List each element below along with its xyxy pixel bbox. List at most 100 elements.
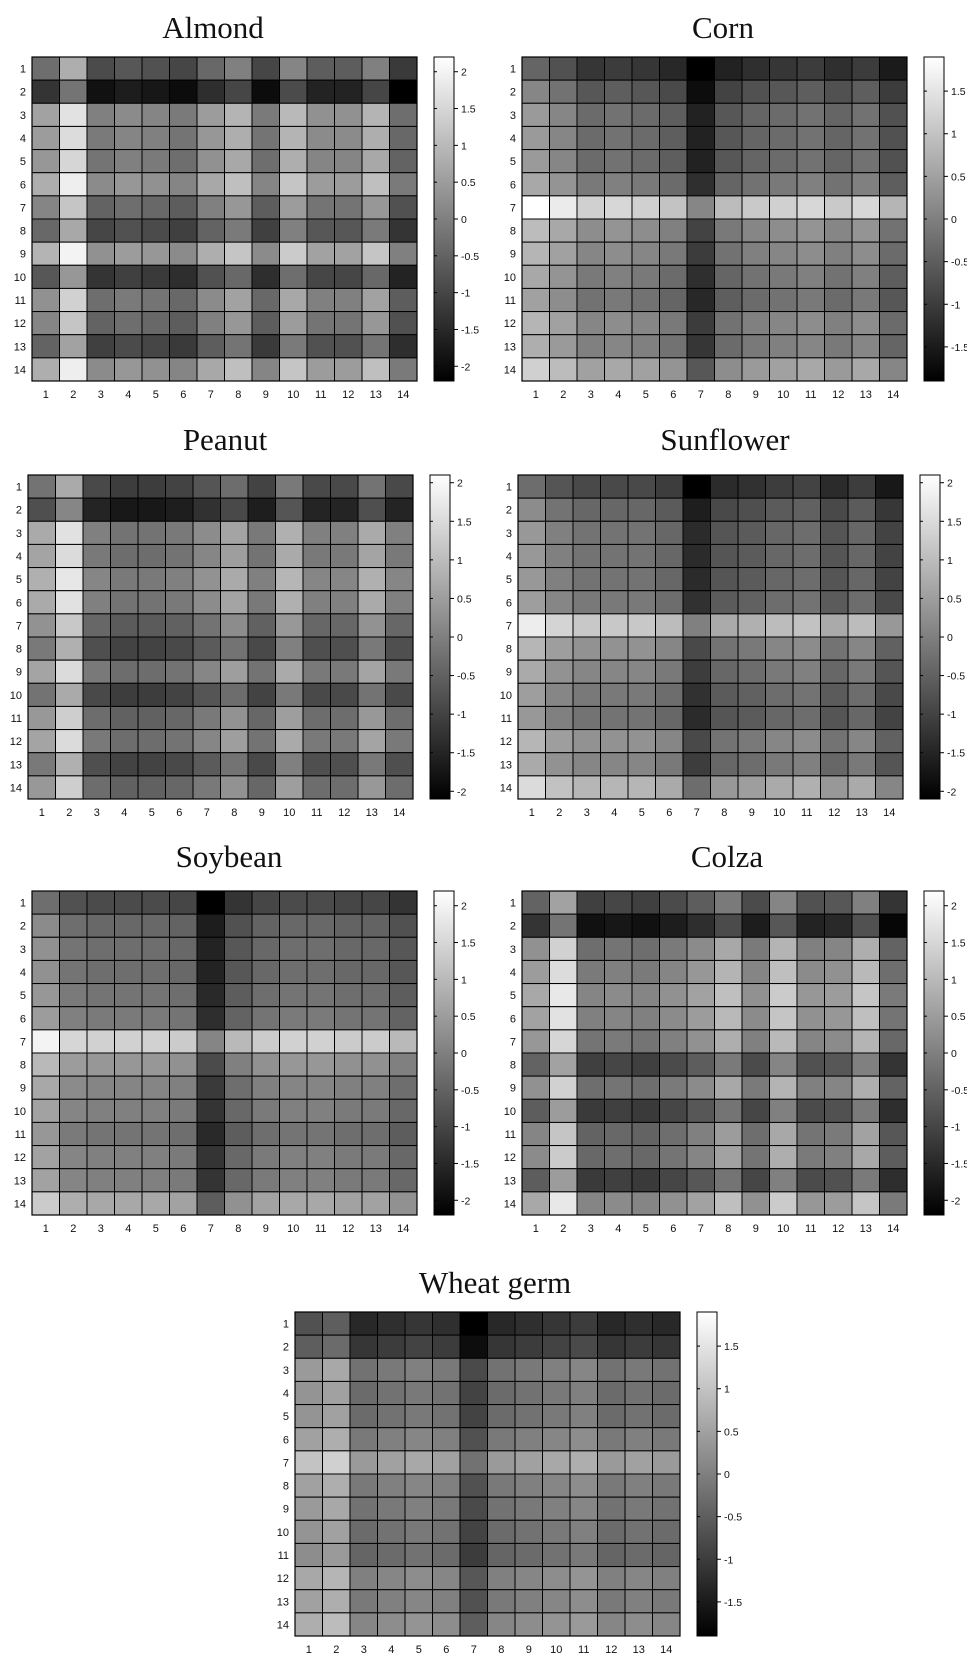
heatmap-cell [357,705,386,731]
heatmap-cell [55,705,84,731]
heatmap-cell [247,682,276,707]
heatmap-cell [714,913,743,938]
heatmap-cell [765,474,794,499]
x-tick-label: 11 [805,389,816,401]
heatmap-cell [796,334,825,359]
colorbar-tick-label: 2 [951,901,957,913]
heatmap-cell [389,241,418,266]
heatmap-cell [385,775,414,800]
heatmap-cell [820,752,849,777]
heatmap-cell [769,1052,798,1077]
y-tick-label: 10 [14,272,26,284]
heatmap-cell [655,659,684,684]
heatmap-cell [847,682,876,707]
heatmap-cell [224,1052,253,1077]
heatmap-cell [459,1357,488,1382]
heatmap-cell [361,1191,390,1216]
heatmap-cell [682,705,711,731]
heatmap-cell [86,79,115,104]
heatmap-cell [741,125,770,151]
heatmap-cell [357,520,386,545]
heatmap-cell [576,218,605,243]
heatmap-cell [686,1145,715,1170]
heatmap-cell [86,218,115,243]
heatmap-cell [569,1589,598,1614]
heatmap-cell [659,1145,688,1170]
heatmap-cell [114,1006,143,1031]
heatmap-cell [349,1589,378,1614]
heatmap-cell [542,1519,571,1544]
heatmap-cell [514,1566,543,1591]
heatmap-cell [86,264,115,289]
heatmap-cell [86,936,115,961]
heatmap-cell [517,729,546,754]
heatmap-cell [361,172,390,197]
heatmap-cell [624,1311,653,1336]
heatmap-cell [737,613,766,638]
heatmap-cell [521,1029,550,1054]
colorbar-tick-label: -1.5 [951,342,967,354]
heatmap-cell [545,775,574,800]
heatmap-cell [224,149,253,174]
heatmap-cell [141,1075,170,1100]
heatmap-cell [165,613,194,638]
heatmap-cell [279,983,308,1008]
heatmap-cell [31,125,60,151]
heatmap-cell [851,1075,880,1100]
heatmap-cell [545,497,574,522]
heatmap-cell [655,543,684,569]
heatmap-cell [251,1052,280,1077]
heatmap-cell [879,1191,908,1216]
heatmap-cell [714,79,743,104]
heatmap-cell [349,1357,378,1382]
heatmap-cell [737,682,766,707]
heatmap-cell [322,1542,351,1568]
heatmap-cell [141,149,170,174]
heatmap-cell [514,1496,543,1521]
heatmap-cell [361,1145,390,1170]
heatmap-cell [600,613,629,638]
heatmap-cell [459,1566,488,1591]
heatmap-cell [820,520,849,545]
heatmap-cell [847,659,876,684]
heatmap-cell [847,705,876,731]
heatmap-cell [302,659,331,684]
heatmap-cell [306,983,335,1008]
heatmap-cell [714,334,743,359]
heatmap-cell [169,79,198,104]
heatmap-cell [769,102,798,127]
colorbar-tick-label: -1.5 [461,1158,479,1170]
heatmap-cell [737,752,766,777]
heatmap-cell [224,1145,253,1170]
heatmap-cell [31,357,60,382]
heatmap-cell [796,1168,825,1193]
heatmap-cell [572,659,601,684]
heatmap-cell [824,79,853,104]
heatmap-cell [59,241,88,266]
heatmap-cell [659,357,688,382]
heatmap-cell [576,1121,605,1147]
heatmap-cell [389,334,418,359]
y-tick-label: 13 [14,341,26,353]
heatmap-cell [141,102,170,127]
heatmap-cell [334,241,363,266]
heatmap-cell [302,682,331,707]
heatmap-cell [294,1473,323,1498]
y-tick-label: 10 [504,272,516,284]
heatmap-cell [875,659,904,684]
heatmap-cell [686,79,715,104]
heatmap-cell [110,497,139,522]
heatmap-cell [851,1098,880,1123]
heatmap-cell [604,195,633,220]
heatmap-cell [31,983,60,1008]
heatmap-cell [251,983,280,1008]
heatmap-cell [879,172,908,197]
heatmap-cell [334,1191,363,1216]
heatmap-cell [792,497,821,522]
heatmap-cell [306,102,335,127]
heatmap-cell [59,1121,88,1147]
heatmap-cell [59,936,88,961]
heatmap-cell [545,520,574,545]
heatmap-cell [627,659,656,684]
heatmap-cell [714,149,743,174]
